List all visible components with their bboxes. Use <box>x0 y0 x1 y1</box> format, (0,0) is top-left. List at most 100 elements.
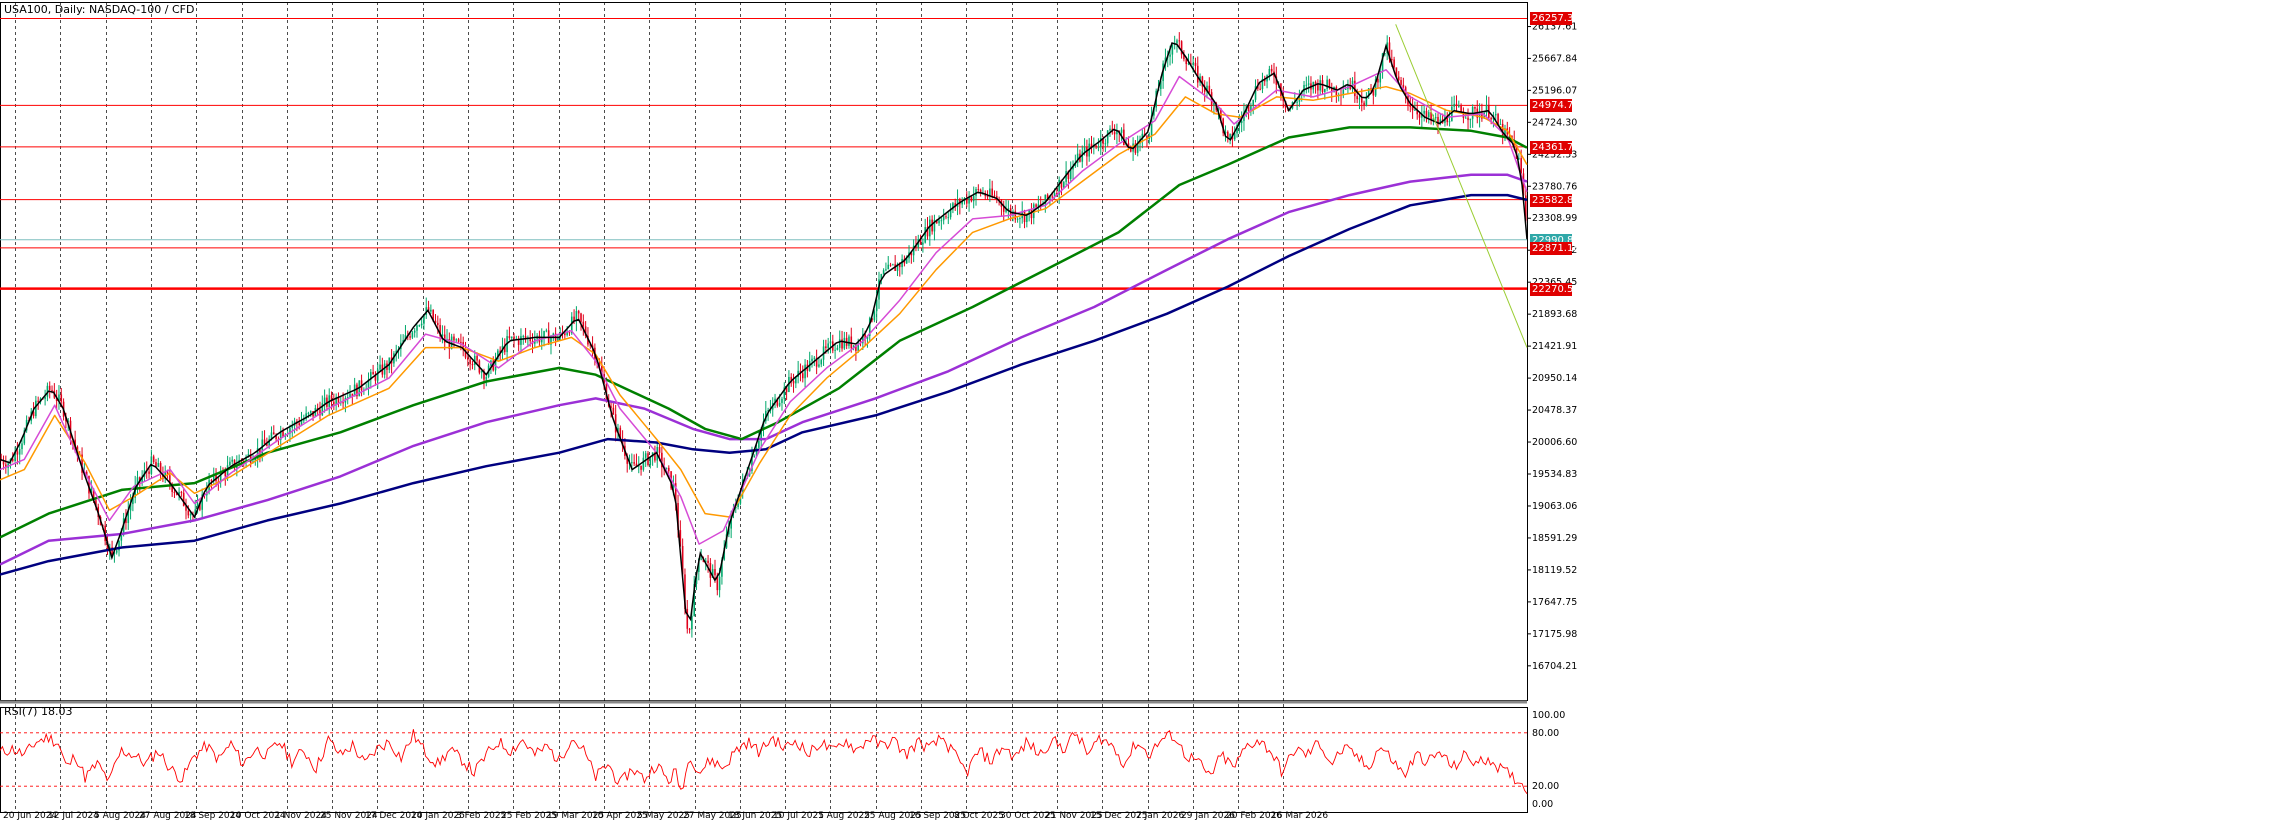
trend-line[interactable] <box>1395 24 1528 348</box>
candle-body <box>922 242 924 245</box>
candle-body <box>372 372 374 375</box>
candle-body <box>279 431 282 440</box>
candle-body <box>557 337 559 341</box>
candle-body <box>991 188 993 196</box>
candle-body <box>120 532 123 541</box>
candle-body <box>212 473 215 482</box>
candle-body <box>654 452 656 461</box>
candle-body <box>404 335 407 341</box>
candle-body <box>1270 68 1273 72</box>
candle-body <box>1365 96 1368 106</box>
candle-body <box>337 396 340 404</box>
candle-body <box>1400 80 1402 85</box>
y-tick-label: 23308.99 <box>1532 213 1577 224</box>
candle-body <box>1252 99 1255 107</box>
candle-body <box>1178 40 1181 42</box>
candle-body <box>219 471 222 483</box>
candle-body <box>58 394 60 402</box>
candle-body <box>704 560 707 563</box>
x-tick-label: 16 Mar 2026 <box>1271 811 1328 821</box>
candle-body <box>873 311 876 321</box>
candle-body <box>691 615 693 630</box>
candle-body <box>1455 103 1458 107</box>
candle-body <box>450 336 453 349</box>
candle-body <box>1016 218 1019 220</box>
level-price-tag: 23582.86 <box>1530 193 1580 207</box>
y-tick-label: 25667.84 <box>1532 53 1577 64</box>
candle-body <box>1113 132 1116 135</box>
candle-body <box>1515 144 1518 159</box>
candle-body <box>875 299 878 312</box>
candle-body <box>679 530 682 547</box>
candle-body <box>568 332 571 334</box>
candle-body <box>857 342 860 351</box>
x-tick-label: 10 Jan 2025 <box>411 811 465 821</box>
candle-body <box>1028 209 1030 215</box>
candle-body <box>1095 145 1097 148</box>
candle-body <box>626 455 629 464</box>
candle-body <box>887 264 890 270</box>
candle-body <box>677 503 679 531</box>
candle-body <box>88 475 90 494</box>
candle-body <box>1314 81 1317 85</box>
rsi-y-tick-label: 100.00 <box>1532 710 1565 721</box>
candle-body <box>1397 76 1400 81</box>
candle-body <box>1259 88 1261 90</box>
candle-body <box>1416 109 1419 115</box>
candle-body <box>432 309 434 321</box>
candle-body <box>1520 158 1522 174</box>
candle-body <box>755 447 758 456</box>
x-tick-label: 19 Mar 2025 <box>547 811 604 821</box>
x-tick-label: 18 Sep 2024 <box>184 811 241 821</box>
candle-body <box>751 456 753 471</box>
candle-body <box>1451 106 1453 122</box>
x-tick-label: 25 Aug 2025 <box>864 811 922 821</box>
candle-body <box>307 412 310 414</box>
candle-body <box>1044 194 1047 205</box>
candle-body <box>935 219 938 224</box>
candle-body <box>32 411 35 417</box>
candle-body <box>707 560 709 564</box>
candle-body <box>1377 79 1379 83</box>
rsi-frame <box>0 707 1528 813</box>
candle-body <box>155 462 157 467</box>
candle-body <box>1067 171 1070 179</box>
candle-body <box>374 374 377 381</box>
y-tick-label: 18119.52 <box>1532 565 1577 576</box>
candle-body <box>882 270 885 275</box>
candle-body <box>545 330 548 332</box>
candle-body <box>1317 84 1319 91</box>
candle-body <box>1097 147 1100 149</box>
candle-body <box>113 552 116 554</box>
x-tick-label: 5 May 2025 <box>637 811 690 821</box>
candle-body <box>1076 153 1079 164</box>
x-tick-label: 10 Oct 2024 <box>230 811 286 821</box>
descending-trend-line[interactable] <box>1395 24 1528 348</box>
candle-body <box>201 494 203 510</box>
candle-body <box>760 429 762 442</box>
candle-body <box>716 575 719 591</box>
x-tick-label: 25 Nov 2024 <box>320 811 378 821</box>
candle-body <box>305 413 307 419</box>
y-tick-label: 20950.14 <box>1532 373 1577 384</box>
candle-body <box>896 264 899 272</box>
candle-body <box>1058 179 1060 195</box>
candle-body <box>801 373 804 379</box>
moving-average-orange <box>0 85 1528 518</box>
candle-body <box>841 339 843 349</box>
candle-body <box>409 336 411 338</box>
candle-body <box>439 325 441 336</box>
candle-body <box>889 264 892 266</box>
candle-body <box>14 451 16 461</box>
candle-body <box>1072 166 1074 170</box>
candle-body <box>420 323 423 326</box>
candle-body <box>986 196 989 198</box>
candle-body <box>51 389 53 391</box>
candle-body <box>1524 195 1527 221</box>
horizontal-levels <box>0 17 1527 290</box>
candle-body <box>194 509 197 515</box>
candle-body <box>868 318 871 337</box>
candle-body <box>612 407 615 415</box>
candle-body <box>829 341 832 344</box>
